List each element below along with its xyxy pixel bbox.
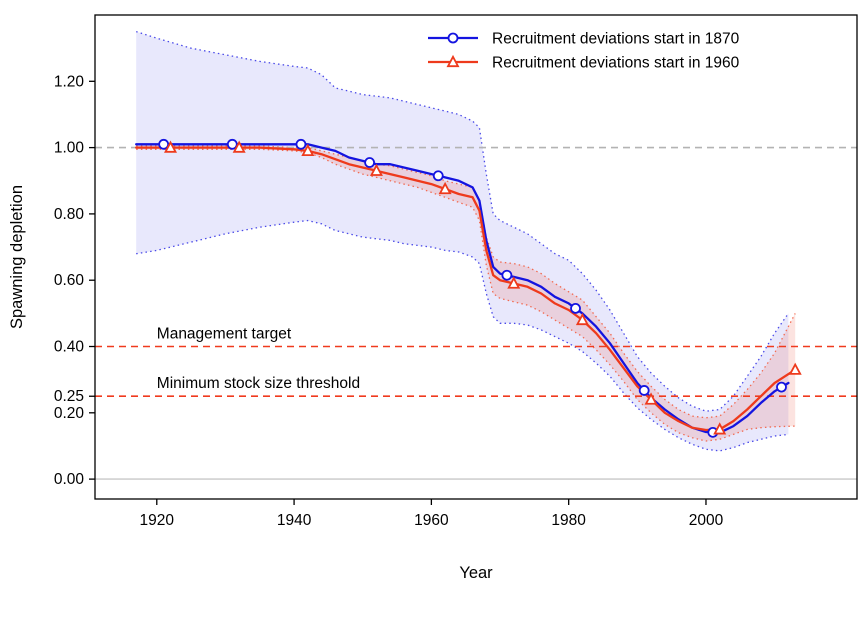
y-tick-label: 0.80 bbox=[54, 206, 85, 223]
triangle-marker-1960 bbox=[644, 392, 658, 405]
band-lower-1960 bbox=[136, 148, 796, 442]
circle-marker-1870 bbox=[295, 138, 307, 150]
triangle-marker-1960 bbox=[507, 276, 521, 289]
circle-marker-1870 bbox=[638, 385, 650, 396]
circle-marker-1870 bbox=[570, 302, 581, 314]
y-tick-label: 1.00 bbox=[54, 140, 85, 157]
legend-marker-1960 bbox=[446, 54, 460, 68]
circle-marker-1870 bbox=[158, 138, 170, 150]
reference-label-1: Management target bbox=[157, 326, 292, 343]
band-upper-1960 bbox=[136, 145, 796, 419]
legend-label-1960: Recruitment deviations start in 1960 bbox=[492, 55, 740, 72]
x-tick-label: 1940 bbox=[277, 512, 312, 529]
x-tick-label: 1920 bbox=[140, 512, 175, 529]
x-tick-label: 2000 bbox=[689, 512, 724, 529]
legend-marker-1870 bbox=[447, 32, 459, 44]
circle-marker-1870 bbox=[364, 157, 375, 168]
triangle-marker-1960 bbox=[164, 140, 178, 153]
circle-marker-1870 bbox=[432, 170, 444, 182]
circle-marker-1870 bbox=[226, 138, 238, 150]
circle-marker-1870 bbox=[776, 381, 787, 393]
y-tick-label: 1.20 bbox=[54, 73, 85, 90]
x-tick-label: 1960 bbox=[414, 512, 449, 529]
reference-label-2: Minimum stock size threshold bbox=[157, 375, 360, 392]
series-line-1960 bbox=[135, 146, 797, 432]
x-axis-title: Year bbox=[459, 564, 493, 582]
y-tick-label: 0.20 bbox=[54, 405, 85, 422]
legend-label-1870: Recruitment deviations start in 1870 bbox=[492, 31, 740, 48]
confidence-band-1960 bbox=[136, 145, 796, 441]
band-lower-1870 bbox=[136, 219, 789, 452]
y-tick-label: 0.40 bbox=[54, 339, 85, 356]
triangle-marker-1960 bbox=[232, 140, 246, 153]
triangle-marker-1960 bbox=[369, 163, 383, 176]
y-tick-label: 0.60 bbox=[54, 272, 85, 289]
plot-border bbox=[94, 14, 858, 500]
y-tick-label: 0.25 bbox=[54, 388, 84, 405]
x-tick-label: 1980 bbox=[551, 512, 586, 529]
triangle-marker-1960 bbox=[301, 143, 315, 157]
triangle-marker-1960 bbox=[713, 422, 727, 435]
triangle-marker-1960 bbox=[788, 362, 802, 375]
circle-marker-1870 bbox=[501, 269, 513, 281]
y-tick-label: 0.00 bbox=[54, 471, 85, 488]
y-axis-title: Spawning depletion bbox=[8, 185, 26, 329]
triangle-marker-1960 bbox=[575, 312, 589, 326]
triangle-marker-1960 bbox=[438, 181, 452, 195]
